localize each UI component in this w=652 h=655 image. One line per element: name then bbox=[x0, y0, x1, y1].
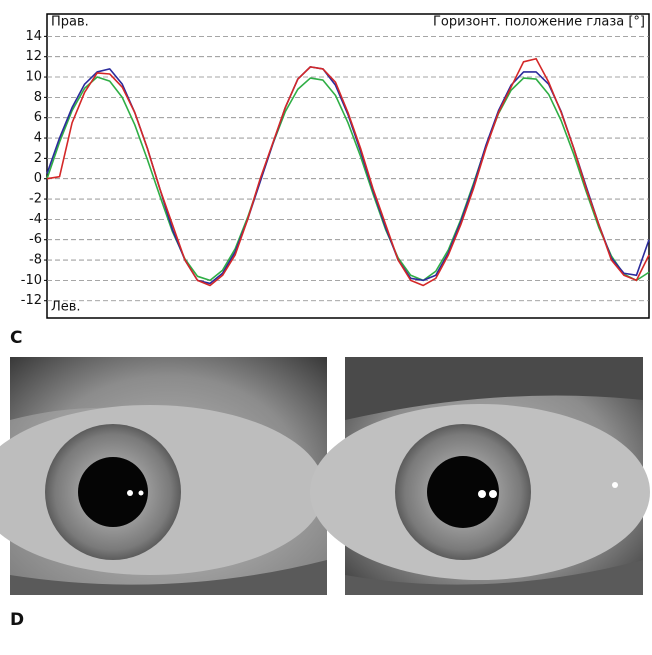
chart-title: Горизонт. положение глаза [°] bbox=[433, 15, 645, 30]
panel-label: C bbox=[10, 328, 22, 348]
y-tick-label: -12 bbox=[21, 293, 42, 308]
y-tick-label: 4 bbox=[34, 131, 42, 146]
y-tick-label: -4 bbox=[29, 212, 42, 227]
panel-label: D bbox=[10, 610, 24, 630]
y-tick-label: 8 bbox=[34, 90, 42, 105]
y-tick-label: -8 bbox=[29, 253, 42, 268]
annotation: Прав. bbox=[51, 15, 89, 30]
y-tick-label: 12 bbox=[25, 49, 42, 64]
y-tick-label: 2 bbox=[34, 151, 42, 166]
plot-area bbox=[47, 14, 649, 318]
y-tick-label: 14 bbox=[25, 29, 42, 44]
figure: Прав. Лев. Горизонт. положение глаза [°]… bbox=[0, 0, 652, 655]
page: Прав. Лев. Горизонт. положение глаза [°]… bbox=[0, 0, 652, 655]
y-tick-label: -6 bbox=[29, 232, 42, 247]
y-tick-label: -2 bbox=[29, 192, 42, 207]
eye-image-right bbox=[310, 357, 650, 595]
eye-image-left bbox=[0, 357, 327, 595]
y-tick-label: -10 bbox=[21, 273, 42, 288]
annotation: Лев. bbox=[51, 300, 81, 315]
y-tick-label: 10 bbox=[25, 70, 42, 85]
y-tick-label: 6 bbox=[34, 110, 42, 125]
y-tick-label: 0 bbox=[34, 171, 42, 186]
